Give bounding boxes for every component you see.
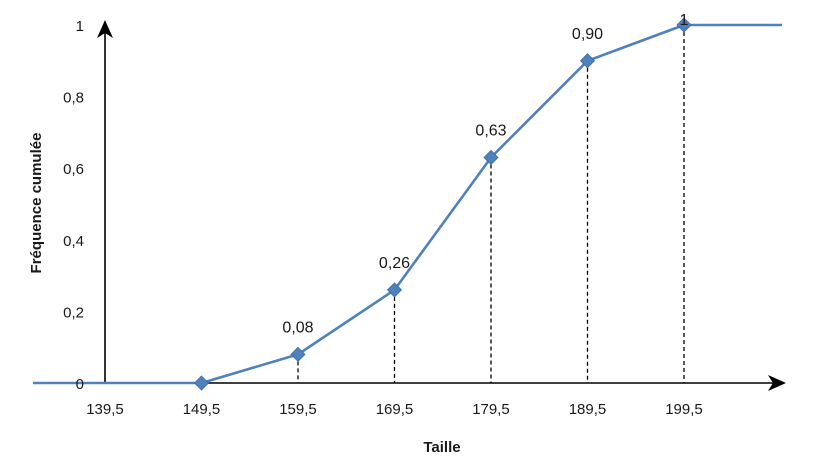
x-tick-label: 179,5 — [472, 401, 510, 418]
drop-lines — [297, 25, 685, 383]
data-point-marker — [386, 282, 403, 298]
data-label: 0,90 — [572, 26, 603, 43]
data-labels: 0,08 0,26 0,63 0,90 1 — [282, 12, 688, 336]
series-line — [33, 23, 782, 385]
data-label: 0,08 — [282, 319, 313, 336]
x-tick-label: 199,5 — [665, 401, 703, 418]
data-label: 0,26 — [379, 255, 410, 272]
x-tick-label: 149,5 — [183, 401, 221, 418]
y-axis-arrow-icon — [97, 20, 113, 38]
y-tick-label: 0,4 — [63, 233, 84, 250]
y-axis-title: Fréquence cumulée — [28, 133, 45, 274]
y-tick-label: 0 — [76, 376, 84, 393]
axes — [33, 20, 786, 391]
tick-labels: 139,5 149,5 159,5 169,5 179,5 189,5 199,5 0 0,2 0… — [63, 18, 703, 418]
y-tick-label: 0,8 — [63, 90, 84, 107]
series — [33, 23, 782, 385]
x-axis-arrow-icon — [768, 375, 786, 391]
x-tick-label: 169,5 — [376, 401, 414, 418]
x-tick-label: 159,5 — [279, 401, 317, 418]
data-label: 1 — [680, 12, 689, 29]
data-label: 0,63 — [475, 122, 506, 139]
x-tick-label: 139,5 — [86, 401, 124, 418]
x-tick-label: 189,5 — [569, 401, 607, 418]
y-tick-label: 0,6 — [63, 161, 84, 178]
data-point-marker — [193, 375, 210, 391]
data-point-marker — [290, 346, 306, 362]
markers — [193, 17, 692, 391]
data-point-marker — [579, 53, 596, 69]
data-point-marker — [676, 17, 692, 33]
x-axis-title: Taille — [423, 439, 460, 456]
y-tick-label: 1 — [76, 18, 84, 35]
data-point-marker — [483, 149, 499, 166]
y-tick-label: 0,2 — [63, 304, 84, 321]
